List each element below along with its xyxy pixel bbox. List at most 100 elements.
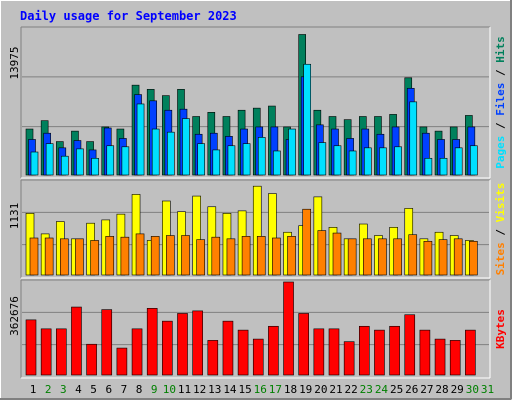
bar-sites-day-27: [423, 240, 433, 276]
bar-pages-day-3: [60, 155, 69, 176]
bar-sites-day-19: [302, 208, 312, 276]
bar-kbytes-day-16: [252, 338, 264, 376]
bar-pages-day-16: [257, 137, 266, 176]
bar-sites-day-7: [120, 236, 130, 276]
x-tick-day-28: 28: [435, 383, 448, 396]
x-tick-day-18: 18: [284, 383, 297, 396]
x-tick-day-19: 19: [299, 383, 312, 396]
x-tick-day-6: 6: [105, 383, 112, 396]
bar-sites-day-14: [226, 238, 236, 276]
bar-pages-day-14: [227, 145, 236, 176]
x-tick-day-15: 15: [238, 383, 251, 396]
bar-pages-day-20: [318, 142, 327, 176]
bar-sites-day-11: [181, 235, 190, 276]
bar-sites-day-16: [256, 236, 266, 276]
bar-pages-day-1: [30, 151, 39, 176]
y-max-label-1: 13975: [8, 46, 21, 79]
x-tick-day-30: 30: [466, 383, 479, 396]
bar-kbytes-day-4: [71, 306, 82, 376]
bar-pages-day-8: [136, 103, 145, 176]
bar-kbytes-day-29: [449, 340, 461, 376]
bar-kbytes-day-6: [101, 309, 113, 376]
bar-pages-day-17: [273, 150, 281, 176]
bar-sites-day-10: [166, 235, 175, 276]
bar-kbytes-day-28: [434, 338, 446, 376]
bar-sites-day-15: [241, 236, 251, 276]
bar-sites-day-25: [393, 238, 402, 276]
bar-sites-day-1: [29, 237, 39, 276]
legend-item-pages: Pages: [494, 136, 507, 169]
x-tick-day-25: 25: [390, 383, 403, 396]
bar-sites-day-5: [90, 240, 99, 276]
legend-1: Pages / Files / Hits: [494, 36, 507, 169]
bar-pages-day-26: [409, 101, 418, 176]
bar-sites-day-6: [105, 236, 115, 276]
bar-kbytes-day-21: [328, 328, 340, 376]
bar-sites-day-12: [196, 239, 205, 276]
legend-separator: /: [494, 63, 507, 83]
x-tick-day-5: 5: [90, 383, 97, 396]
bar-pages-day-5: [91, 157, 99, 176]
bar-sites-day-26: [408, 234, 418, 276]
legend-item-kbytes: KBytes: [494, 309, 507, 349]
y-max-label-3: 362676: [8, 296, 21, 336]
y-max-label-2: 1131: [8, 203, 21, 230]
legend-separator: /: [494, 222, 507, 242]
bar-kbytes-day-20: [313, 328, 325, 376]
x-tick-day-11: 11: [178, 383, 191, 396]
bar-sites-day-17: [272, 237, 281, 276]
bar-kbytes-day-30: [465, 329, 476, 376]
bar-sites-day-9: [150, 236, 160, 276]
bar-pages-day-15: [242, 143, 251, 176]
x-tick-day-3: 3: [60, 383, 67, 396]
x-tick-day-23: 23: [360, 383, 373, 396]
x-tick-day-12: 12: [193, 383, 206, 396]
x-tick-day-17: 17: [269, 383, 282, 396]
legend-item-sites: Sites: [494, 242, 507, 275]
bar-kbytes-day-26: [404, 314, 416, 376]
bar-kbytes-day-9: [146, 308, 158, 376]
bar-kbytes-day-24: [374, 329, 385, 376]
legend-item-files: Files: [494, 83, 507, 116]
x-tick-day-4: 4: [75, 383, 82, 396]
x-tick-day-31: 31: [481, 383, 494, 396]
bar-kbytes-day-5: [86, 343, 97, 376]
x-tick-day-2: 2: [45, 383, 52, 396]
x-tick-day-13: 13: [208, 383, 221, 396]
bar-pages-day-19: [303, 63, 312, 176]
bar-kbytes-day-15: [237, 329, 249, 376]
x-tick-day-16: 16: [254, 383, 267, 396]
bar-sites-day-2: [44, 237, 54, 276]
bar-kbytes-day-8: [131, 328, 143, 376]
bar-sites-day-22: [347, 238, 357, 276]
bar-sites-day-24: [378, 238, 387, 276]
bar-pages-day-22: [348, 150, 357, 176]
bar-kbytes-day-13: [207, 340, 219, 376]
x-tick-day-8: 8: [136, 383, 143, 396]
bar-kbytes-day-19: [298, 313, 310, 376]
bar-sites-day-23: [362, 238, 372, 276]
bar-pages-day-28: [439, 157, 448, 176]
bar-kbytes-day-11: [177, 313, 188, 376]
x-tick-day-26: 26: [405, 383, 418, 396]
x-tick-day-1: 1: [30, 383, 37, 396]
bar-sites-day-13: [211, 236, 221, 276]
bar-kbytes-day-25: [389, 325, 400, 376]
bar-pages-day-6: [106, 145, 115, 176]
bar-pages-day-7: [121, 146, 130, 176]
x-tick-day-10: 10: [163, 383, 176, 396]
bar-kbytes-day-23: [358, 325, 370, 376]
bar-pages-day-2: [45, 143, 54, 176]
x-tick-day-27: 27: [420, 383, 433, 396]
legend-2: Sites / Visits: [494, 183, 507, 276]
x-tick-day-21: 21: [329, 383, 342, 396]
bar-kbytes-day-17: [268, 325, 279, 376]
bar-kbytes-day-22: [343, 341, 355, 376]
x-tick-day-20: 20: [314, 383, 327, 396]
bar-pages-day-23: [363, 147, 372, 176]
bar-kbytes-day-27: [419, 329, 431, 376]
x-tick-day-29: 29: [451, 383, 464, 396]
x-tick-day-7: 7: [121, 383, 128, 396]
bar-sites-day-3: [59, 238, 69, 276]
